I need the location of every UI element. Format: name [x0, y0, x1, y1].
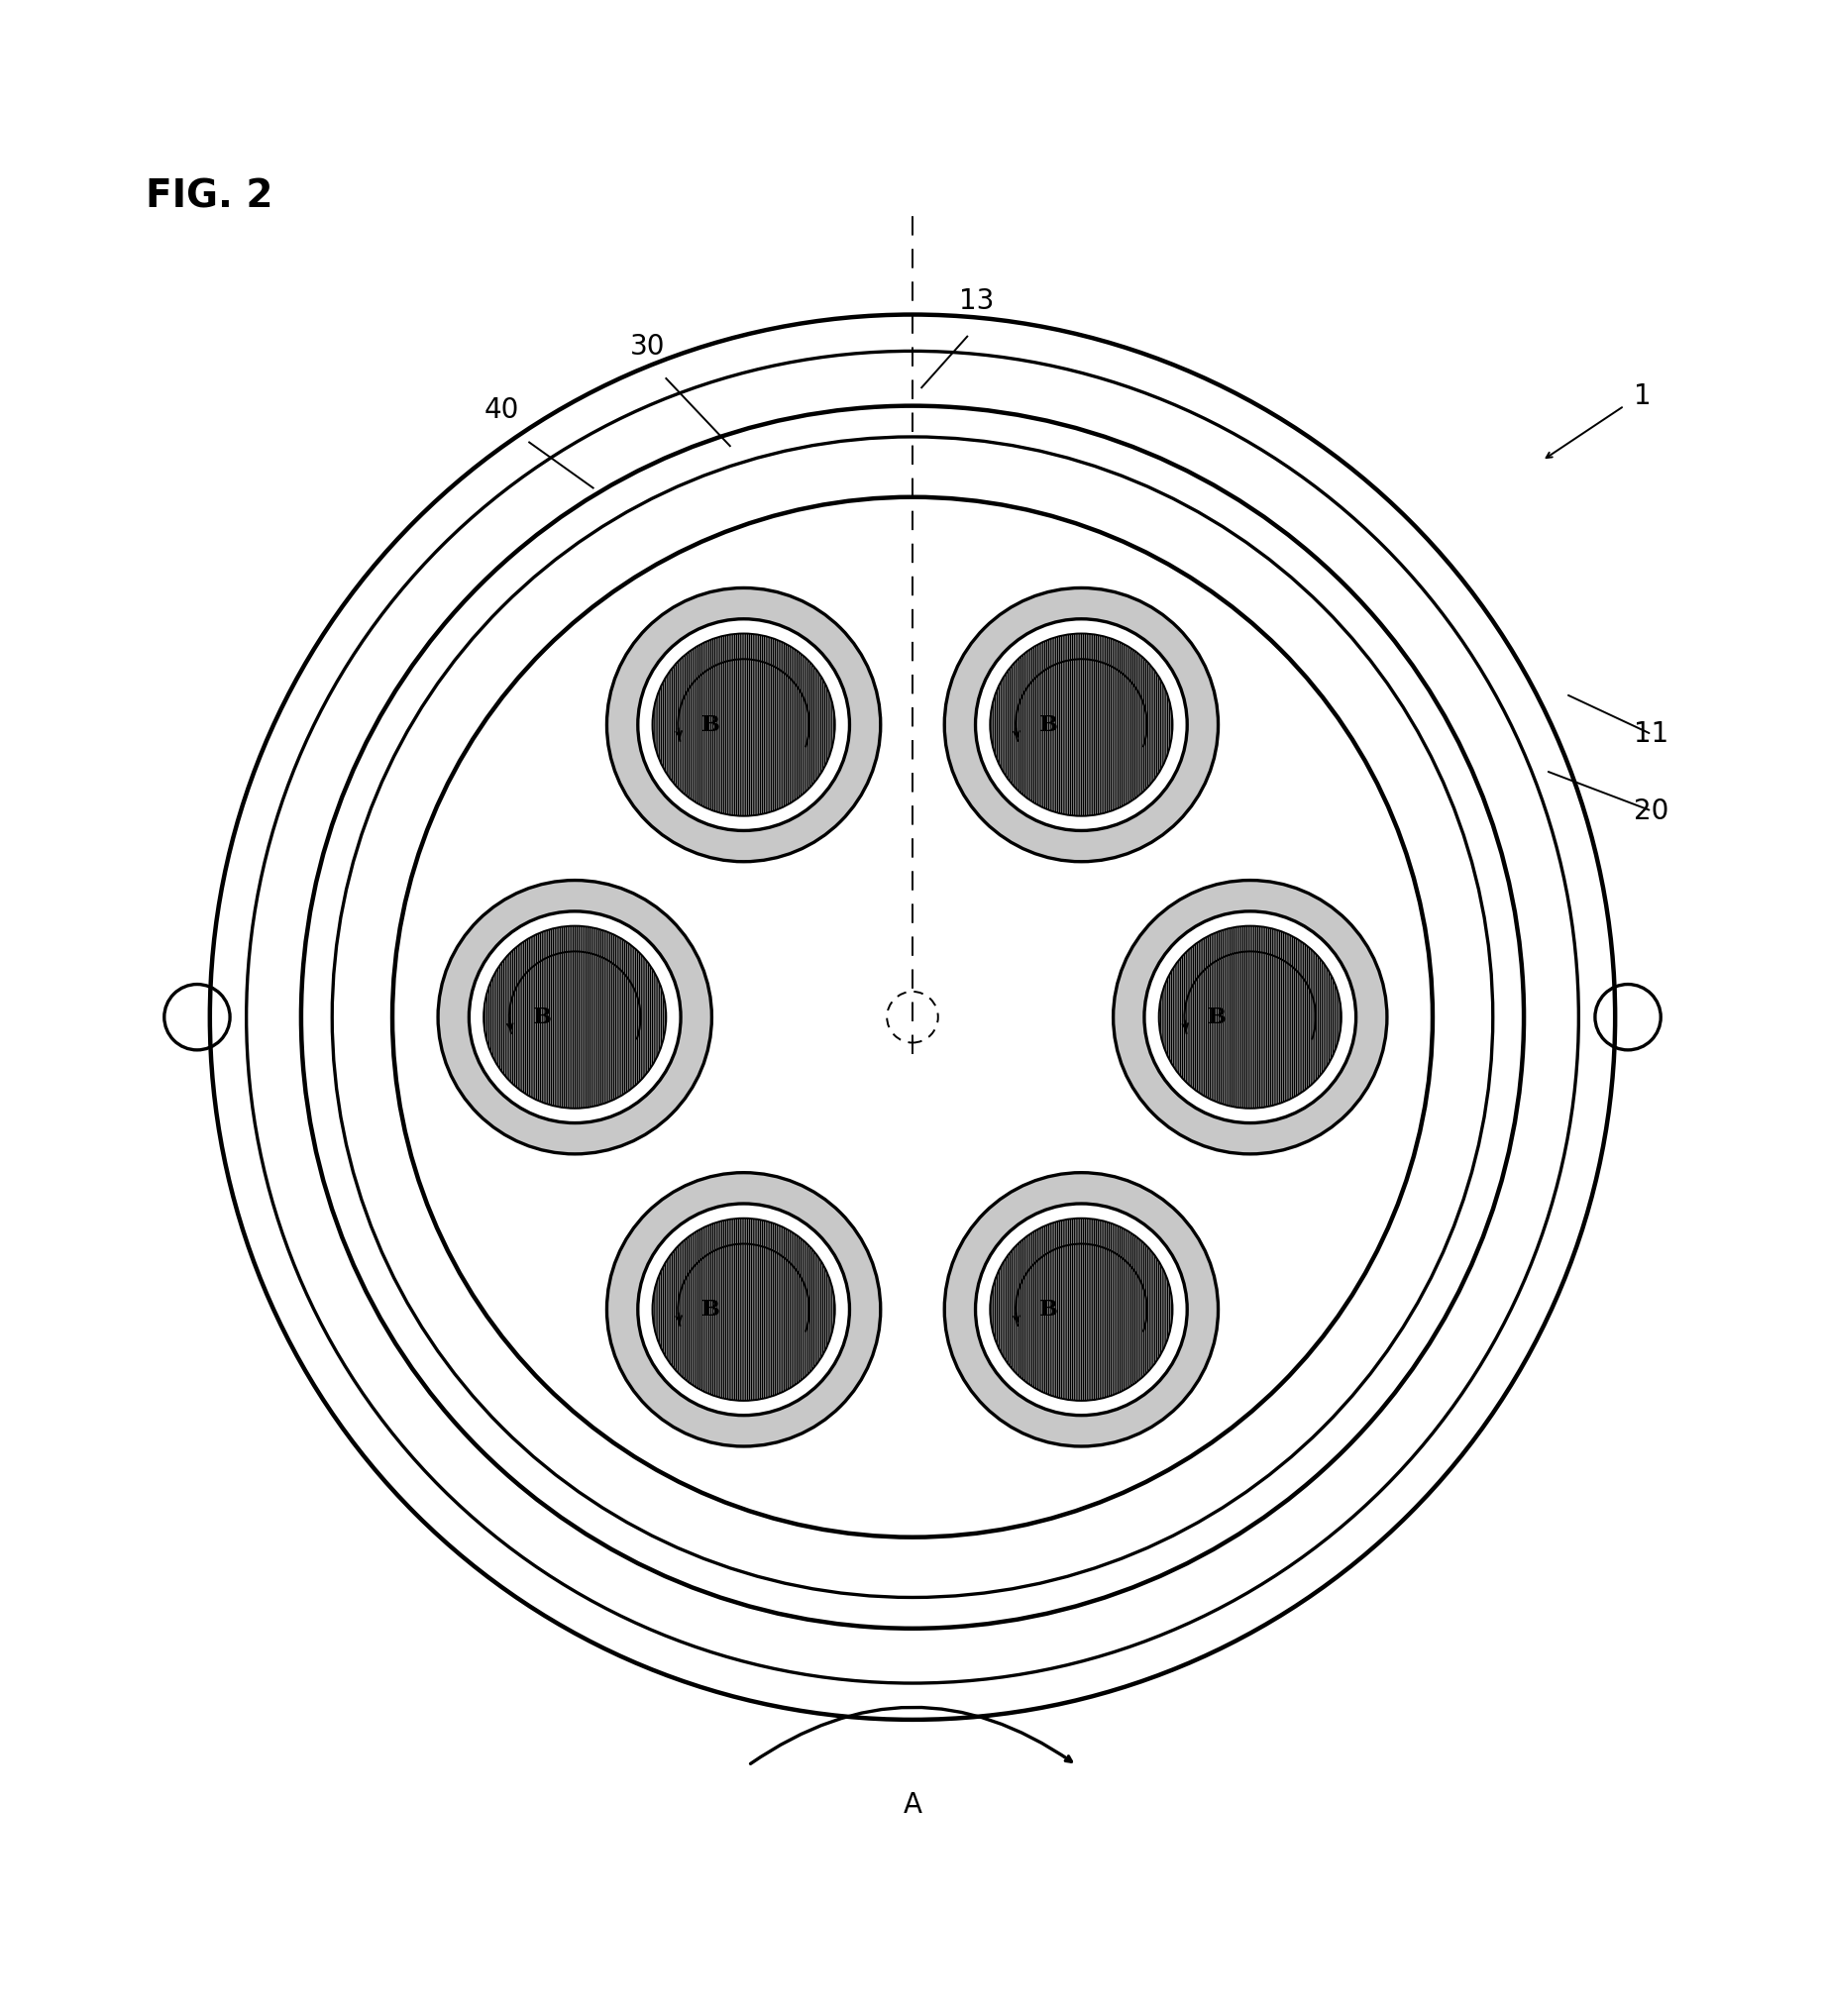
- Circle shape: [652, 1218, 834, 1401]
- Circle shape: [637, 1204, 849, 1415]
- Circle shape: [469, 911, 681, 1123]
- Text: 40: 40: [484, 397, 520, 423]
- Circle shape: [639, 619, 850, 831]
- Circle shape: [945, 1173, 1219, 1445]
- Circle shape: [606, 589, 881, 861]
- Text: 20: 20: [1633, 796, 1670, 825]
- Text: B: B: [533, 1006, 551, 1028]
- Circle shape: [975, 619, 1188, 831]
- Circle shape: [653, 633, 836, 816]
- Circle shape: [1113, 881, 1387, 1153]
- Circle shape: [945, 589, 1219, 861]
- Circle shape: [989, 1218, 1172, 1401]
- Text: FIG. 2: FIG. 2: [146, 177, 274, 216]
- Text: B: B: [701, 1298, 721, 1320]
- Circle shape: [975, 1204, 1188, 1415]
- Text: A: A: [903, 1792, 922, 1818]
- Text: B: B: [1038, 1298, 1058, 1320]
- Text: 1: 1: [1633, 383, 1652, 411]
- Text: 30: 30: [630, 333, 666, 361]
- Text: B: B: [1038, 714, 1058, 736]
- Circle shape: [606, 1173, 880, 1445]
- Circle shape: [989, 633, 1172, 816]
- Text: 11: 11: [1633, 720, 1670, 748]
- Circle shape: [1144, 911, 1356, 1123]
- Circle shape: [392, 498, 1433, 1536]
- Text: B: B: [701, 714, 721, 736]
- Circle shape: [438, 881, 712, 1153]
- Circle shape: [1159, 925, 1341, 1109]
- Circle shape: [484, 925, 666, 1109]
- Text: B: B: [1208, 1006, 1226, 1028]
- Text: 13: 13: [958, 286, 995, 314]
